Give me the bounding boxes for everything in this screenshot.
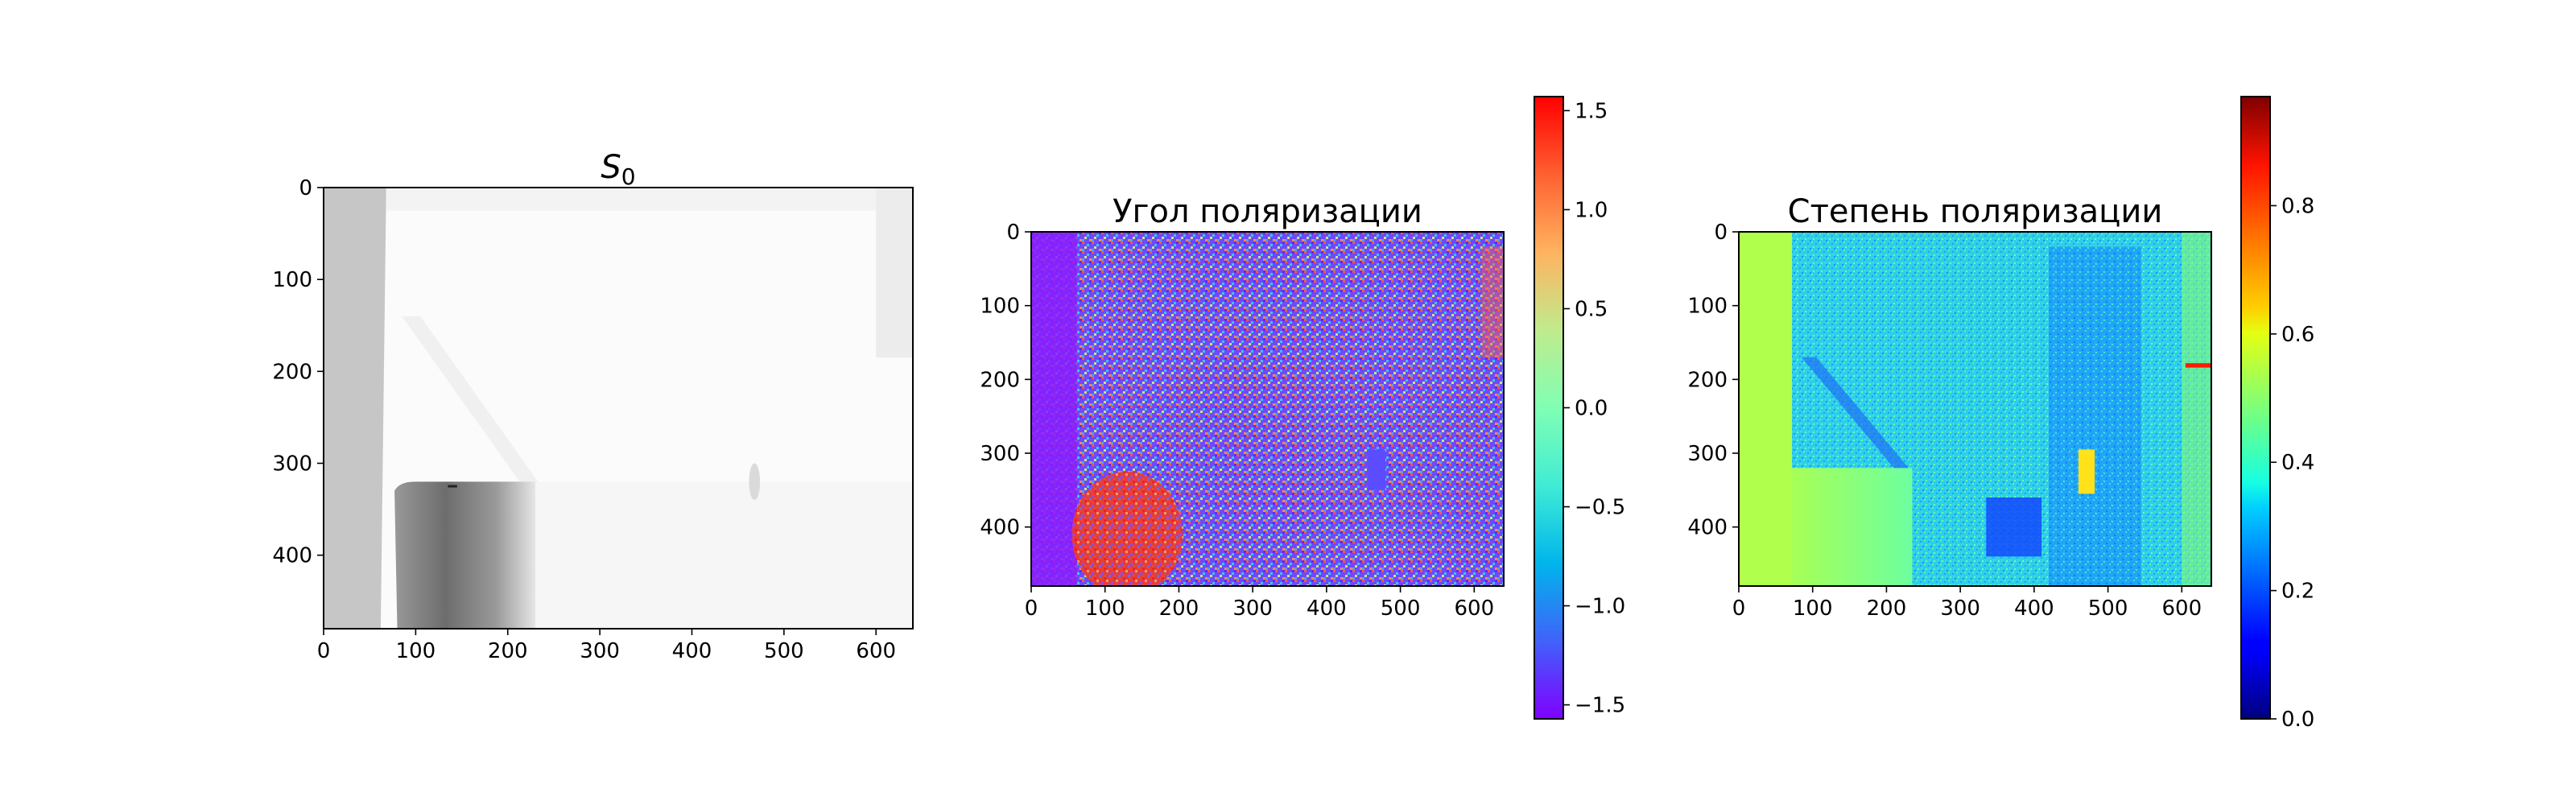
right-edge-region [1481, 246, 1504, 357]
polarization-degree-panel: 0 100 200 300 400 500 600 0 100 200 300 400 Степень … [1687, 96, 2314, 732]
polarization-angle-panel: 0 100 200 300 400 500 600 0 100 200 300 400 Угол пол… [980, 96, 1625, 720]
right-edge-region [876, 188, 913, 358]
lower-right-region [535, 481, 913, 629]
y-tick-label: 100 [1687, 295, 1728, 319]
colorbar: 0.8 0.6 0.4 0.2 0.0 [2240, 96, 2314, 732]
colorbar-tick-label: 0.2 [2281, 580, 2314, 604]
y-tick-label: 100 [272, 268, 312, 292]
colorbar-tick-label: 0.6 [2281, 323, 2314, 347]
heatmap-image [1031, 232, 1504, 586]
y-tick-label: 300 [1687, 442, 1728, 466]
chart-title: Степень поляризации [1788, 193, 2163, 230]
x-tick-label: 200 [1159, 597, 1199, 621]
colorbar-tick-label: 1.5 [1575, 99, 1608, 123]
left-wall-region [1031, 232, 1077, 586]
x-tick-label: 600 [1454, 597, 1494, 621]
y-tick-label: 0 [299, 176, 312, 200]
x-tick-label: 0 [1732, 597, 1746, 621]
y-tick-label: 200 [980, 368, 1020, 392]
axes-frame [1738, 231, 2212, 587]
x-tick-label: 200 [488, 639, 528, 663]
dark-object-region [1986, 497, 2042, 557]
x-tick-label: 200 [1867, 597, 1907, 621]
x-tick-label: 100 [1085, 597, 1125, 621]
colorbar-tick-label: 0.5 [1575, 297, 1608, 321]
y-tick-label: 400 [1687, 516, 1728, 540]
chart-title-main: S [601, 149, 621, 186]
x-tick-label: 500 [1381, 597, 1421, 621]
x-tick-label: 100 [1793, 597, 1833, 621]
colorbar-tick-label: −1.0 [1575, 595, 1625, 619]
right-edge-region [2182, 232, 2211, 586]
heatmap-image [324, 188, 913, 629]
x-tick-label: 500 [2088, 597, 2128, 621]
x-tick-label: 0 [317, 639, 331, 663]
x-tick-label: 300 [580, 639, 620, 663]
axes-frame [1030, 231, 1505, 587]
red-stripe [2185, 363, 2211, 368]
y-tick-label: 200 [1687, 368, 1728, 392]
y-tick-label: 0 [1714, 221, 1728, 245]
x-tick-label: 600 [2161, 597, 2202, 621]
colorbar-tick-label: −0.5 [1575, 496, 1625, 520]
heatmap-image [1739, 232, 2211, 586]
colorbar: 1.5 1.0 0.5 0.0 −0.5 −1.0 −1.5 [1534, 96, 1625, 720]
colorbar-tick-label: 0.8 [2281, 194, 2314, 218]
colorbar-gradient [2240, 96, 2271, 720]
x-tick-label: 600 [856, 639, 896, 663]
colorbar-gradient [1534, 96, 1564, 720]
colorbar-tick-label: 1.0 [1575, 198, 1608, 222]
y-tick-label: 400 [980, 516, 1020, 540]
small-object [749, 463, 761, 501]
diagonal-reflection [402, 316, 545, 491]
colorbar-tick-label: −1.5 [1575, 694, 1625, 718]
colorbar-tick-label: 0.0 [1575, 397, 1608, 421]
diagonal-band [1801, 357, 1909, 469]
chart-title: Угол поляризации [1113, 193, 1422, 230]
colorbar-tick-label: 0.0 [2281, 708, 2314, 732]
x-tick-label: 400 [672, 639, 712, 663]
top-band-region [386, 188, 913, 211]
small-object [2078, 449, 2095, 494]
x-tick-label: 500 [764, 639, 804, 663]
left-wall-region [1739, 232, 1793, 586]
x-tick-label: 0 [1025, 597, 1038, 621]
chart-title-subscript: 0 [621, 163, 636, 190]
x-tick-label: 400 [2014, 597, 2054, 621]
y-tick-label: 300 [980, 442, 1020, 466]
dark-object-region [394, 481, 540, 629]
lower-left-region [1792, 468, 1913, 586]
y-tick-label: 300 [272, 452, 312, 477]
axes-frame [323, 187, 914, 630]
red-region [1071, 471, 1183, 586]
y-tick-label: 0 [1006, 221, 1020, 245]
small-object [1367, 449, 1386, 490]
x-tick-label: 300 [1232, 597, 1273, 621]
colorbar-tick-label: 0.4 [2281, 451, 2314, 475]
x-tick-label: 300 [1940, 597, 1980, 621]
left-wall-region [324, 188, 386, 629]
x-tick-label: 400 [1307, 597, 1347, 621]
x-tick-label: 100 [396, 639, 436, 663]
y-tick-label: 400 [272, 544, 312, 568]
chart-title: S0 [601, 149, 635, 190]
y-tick-label: 200 [272, 360, 312, 384]
blue-vertical-region [2049, 246, 2141, 586]
y-tick-label: 100 [980, 295, 1020, 319]
